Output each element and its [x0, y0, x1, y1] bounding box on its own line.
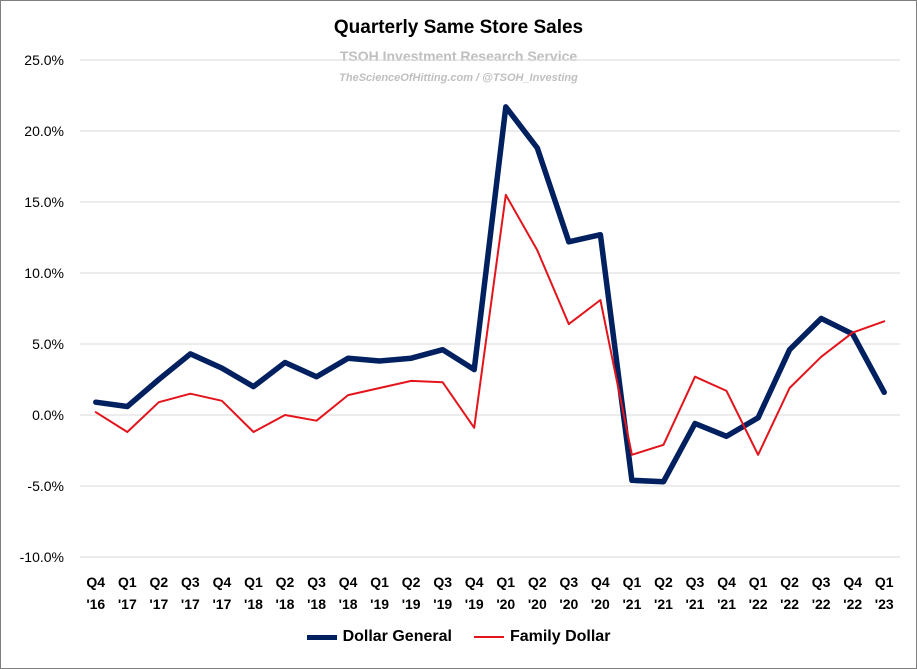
x-tick-label-year: '19 [433, 596, 452, 612]
x-tick-label-quarter: Q1 [370, 574, 389, 590]
x-tick-label-quarter: Q3 [560, 574, 579, 590]
x-tick-label-year: '18 [339, 596, 358, 612]
x-tick-label-quarter: Q1 [118, 574, 137, 590]
y-tick-label: 20.0% [24, 123, 64, 139]
x-tick-label-year: '22 [843, 596, 862, 612]
x-tick-label-quarter: Q4 [591, 574, 610, 590]
x-tick-label-year: '16 [86, 596, 105, 612]
y-tick-label: 10.0% [24, 265, 64, 281]
x-tick-label-quarter: Q4 [717, 574, 736, 590]
x-tick-label-year: '21 [654, 596, 673, 612]
x-tick-label-year: '19 [402, 596, 421, 612]
x-tick-label-quarter: Q4 [339, 574, 358, 590]
x-tick-label-year: '17 [181, 596, 200, 612]
x-tick-label-year: '19 [370, 596, 389, 612]
legend-label-family-dollar: Family Dollar [509, 628, 611, 645]
x-tick-label-quarter: Q2 [150, 574, 169, 590]
x-tick-label-year: '22 [812, 596, 831, 612]
chart-legend: Dollar General Family Dollar [0, 628, 917, 646]
x-tick-label-year: '18 [276, 596, 295, 612]
x-tick-label-quarter: Q2 [276, 574, 295, 590]
x-tick-label-quarter: Q4 [86, 574, 105, 590]
x-tick-label-quarter: Q4 [213, 574, 232, 590]
x-tick-label-year: '18 [244, 596, 263, 612]
y-tick-label: 0.0% [32, 407, 64, 423]
legend-item-family-dollar: Family Dollar [473, 628, 611, 646]
x-tick-label-year: '18 [307, 596, 326, 612]
x-tick-label-year: '17 [149, 596, 168, 612]
x-tick-label-quarter: Q2 [402, 574, 421, 590]
x-tick-label-quarter: Q2 [528, 574, 547, 590]
x-tick-label-year: '22 [749, 596, 768, 612]
x-tick-label-quarter: Q1 [496, 574, 515, 590]
x-tick-label-quarter: Q3 [686, 574, 705, 590]
x-tick-label-quarter: Q1 [749, 574, 768, 590]
legend-label-dollar-general: Dollar General [342, 628, 452, 645]
x-tick-label-quarter: Q4 [465, 574, 484, 590]
x-tick-label-quarter: Q3 [812, 574, 831, 590]
y-tick-label: 25.0% [24, 52, 64, 68]
series-line-family-dollar [94, 193, 886, 456]
x-tick-label-year: '20 [528, 596, 547, 612]
x-tick-label-year: '23 [875, 596, 894, 612]
x-tick-label-quarter: Q1 [623, 574, 642, 590]
x-tick-label-year: '21 [717, 596, 736, 612]
x-tick-label-year: '17 [212, 596, 231, 612]
x-tick-label-quarter: Q3 [307, 574, 326, 590]
x-tick-label-year: '20 [591, 596, 610, 612]
x-tick-label-year: '21 [622, 596, 641, 612]
x-tick-label-year: '22 [780, 596, 799, 612]
y-tick-label: -5.0% [27, 478, 64, 494]
x-tick-label-year: '21 [686, 596, 705, 612]
x-tick-label-year: '20 [559, 596, 578, 612]
x-tick-label-year: '19 [465, 596, 484, 612]
x-tick-label-quarter: Q2 [654, 574, 673, 590]
x-tick-label-quarter: Q1 [875, 574, 894, 590]
chart-credit: TheScienceOfHitting.com / @TSOH_Investin… [339, 72, 578, 84]
legend-swatch-family-dollar [473, 636, 504, 638]
y-tick-label: 5.0% [32, 336, 64, 352]
y-tick-label: -10.0% [20, 549, 64, 565]
x-tick-label-quarter: Q4 [843, 574, 862, 590]
legend-item-dollar-general: Dollar General [306, 628, 452, 646]
legend-swatch-dollar-general [306, 634, 337, 640]
x-tick-label-year: '17 [118, 596, 137, 612]
y-tick-label: 15.0% [24, 194, 64, 210]
x-tick-label-quarter: Q3 [433, 574, 452, 590]
x-tick-label-year: '20 [496, 596, 515, 612]
x-tick-label-quarter: Q2 [780, 574, 799, 590]
x-tick-label-quarter: Q1 [244, 574, 263, 590]
series-line-dollar-general [93, 104, 887, 485]
chart-title: Quarterly Same Store Sales [333, 17, 584, 38]
x-tick-label-quarter: Q3 [181, 574, 200, 590]
